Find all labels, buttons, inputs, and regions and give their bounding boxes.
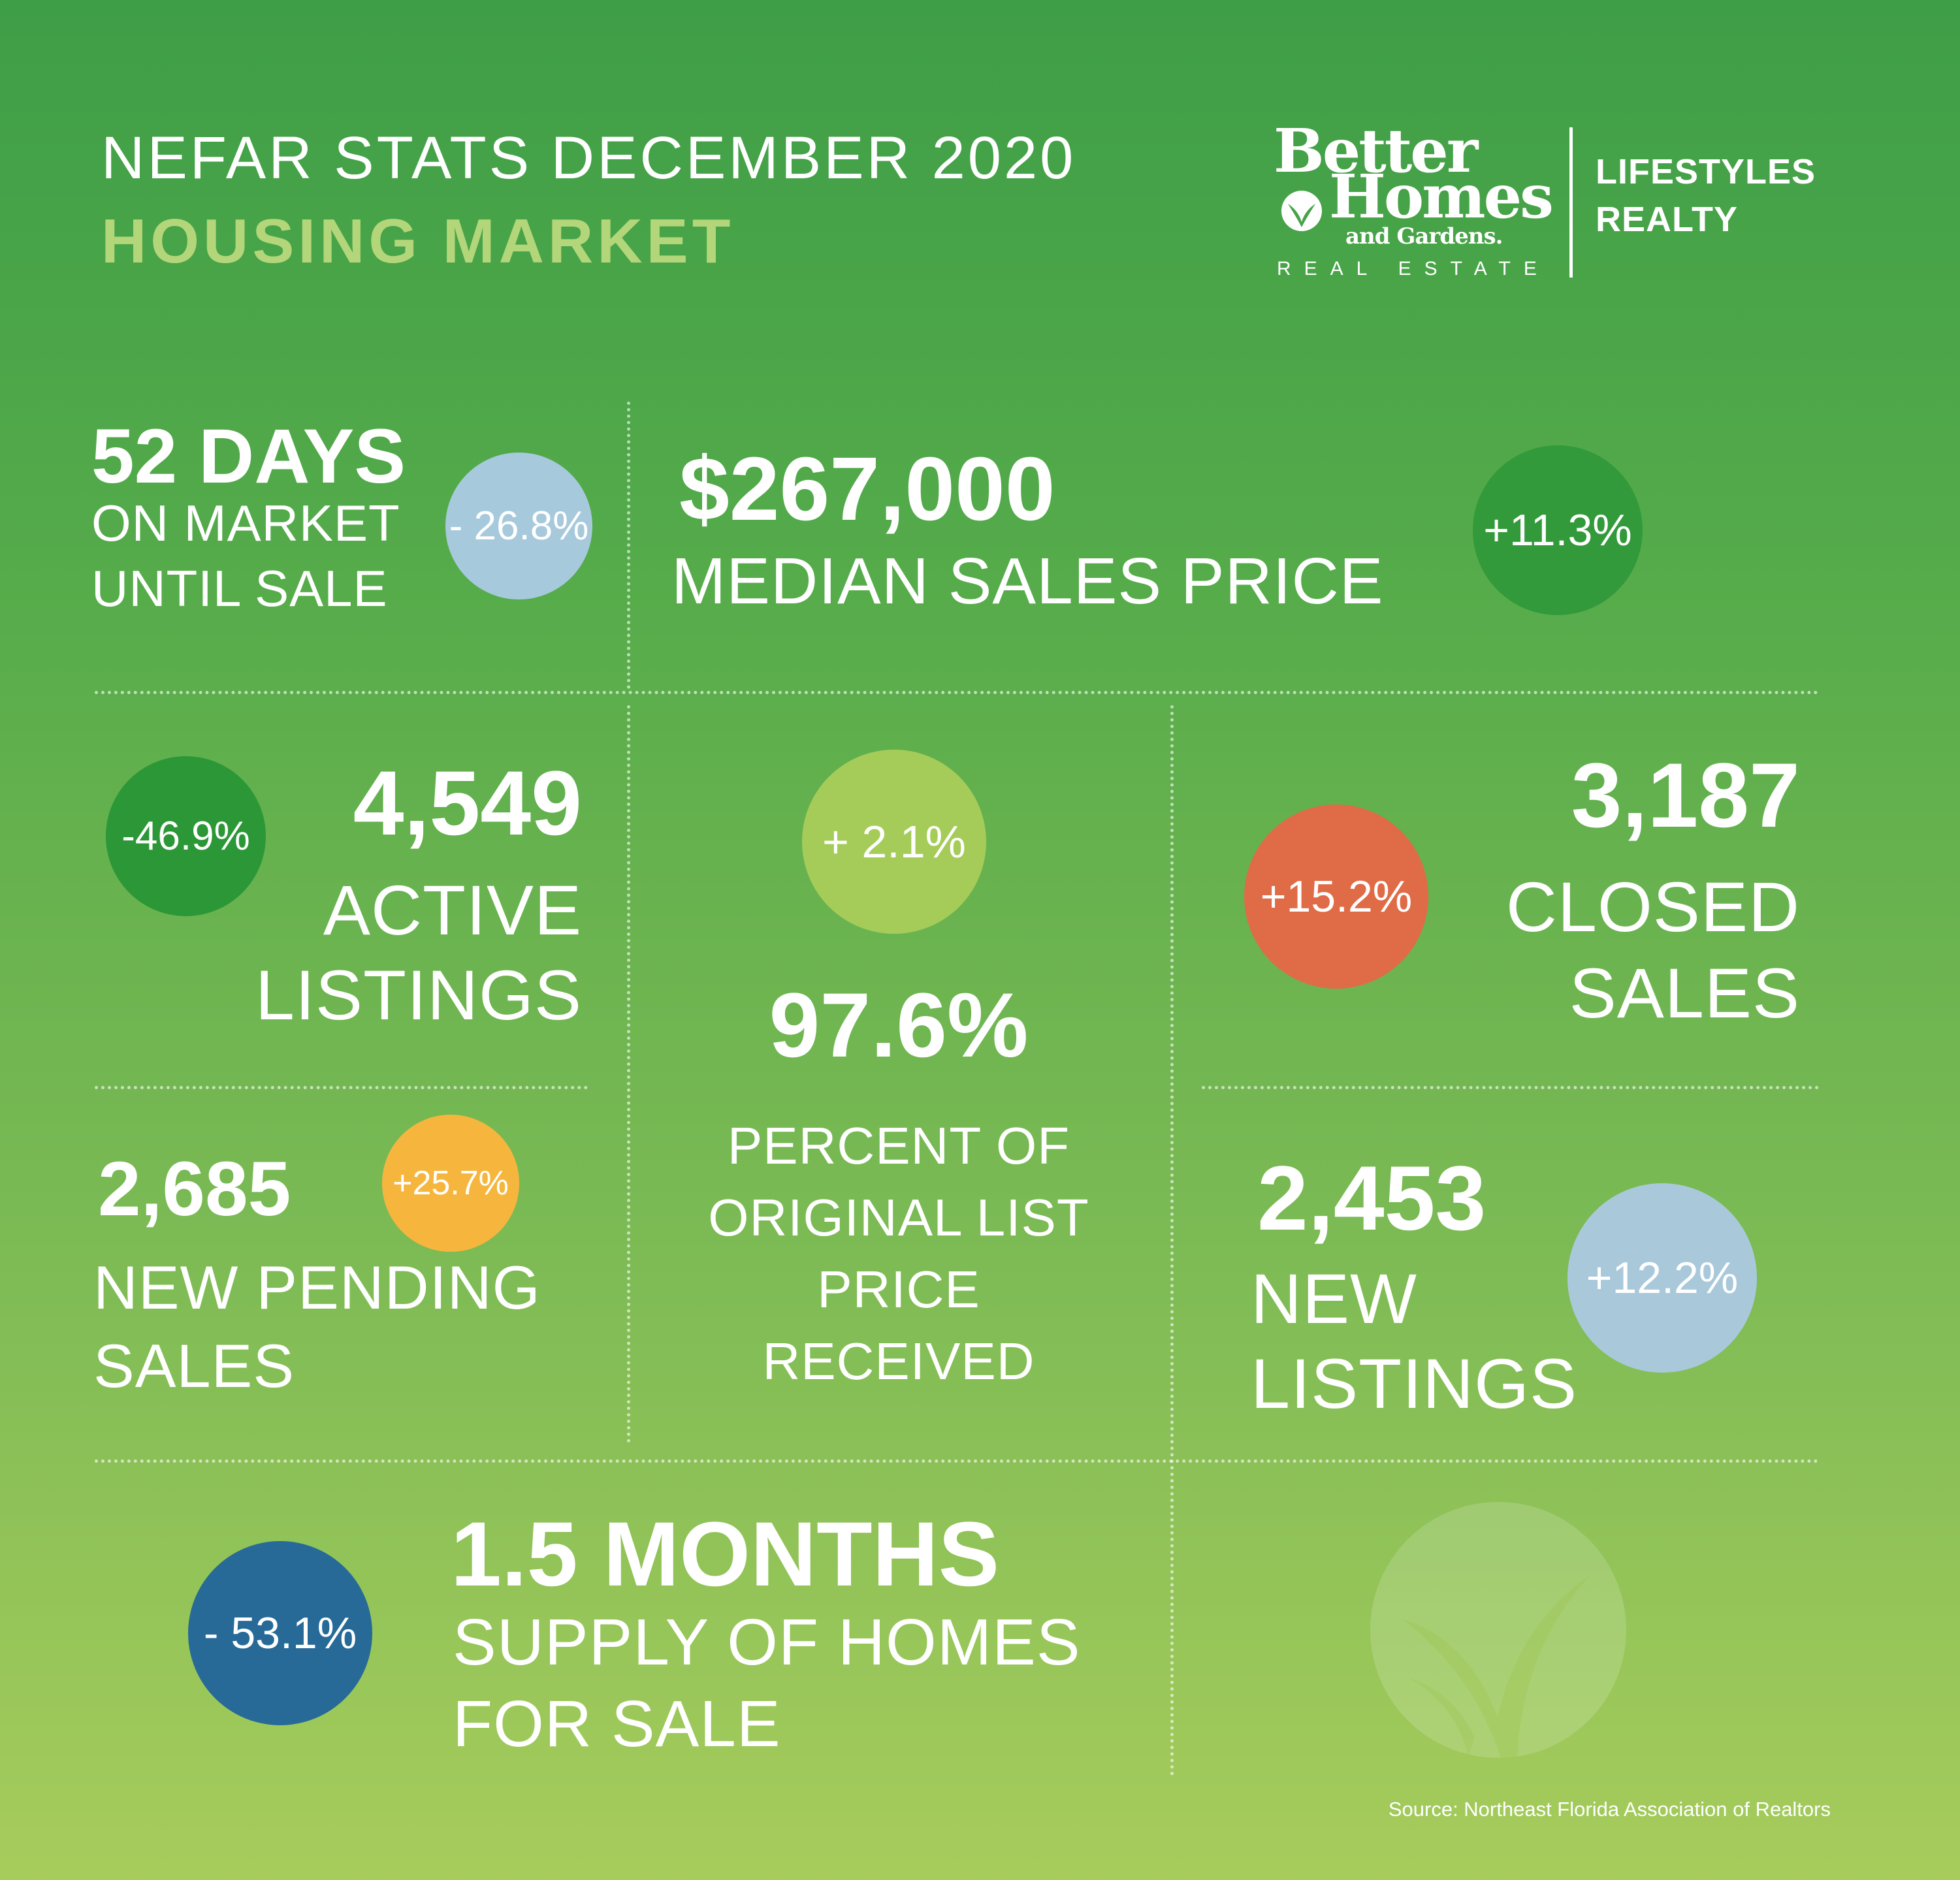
days-on-market-value: 52 DAYS <box>91 413 406 500</box>
divider-vertical-mid-left <box>627 705 630 1443</box>
brand-name-line1: LIFESTYLES <box>1596 152 1816 191</box>
active-listings-value: 4,549 <box>353 752 582 854</box>
new-pending-change-badge: +25.7% <box>382 1115 519 1252</box>
supply-change: - 53.1% <box>203 1608 357 1658</box>
leaf-icon <box>1281 191 1322 231</box>
pct-original-label-1: PERCENT OF <box>727 1117 1070 1175</box>
page-title: NEFAR STATS DECEMBER 2020 <box>101 125 1076 191</box>
active-listings-label-1: ACTIVE <box>323 870 582 949</box>
median-price-label: MEDIAN SALES PRICE <box>671 545 1384 618</box>
divider-horizontal-1 <box>95 691 1819 694</box>
active-listings-label-2: LISTINGS <box>255 955 582 1034</box>
logo-and-gardens-text: and Gardens. <box>1345 223 1503 249</box>
divider-horizontal-2 <box>95 1459 1819 1463</box>
supply-label-2: FOR SALE <box>453 1687 781 1761</box>
median-price-value: $267,000 <box>679 439 1055 539</box>
days-on-market-label-2: UNTIL SALE <box>91 560 388 617</box>
pct-original-label-4: RECEIVED <box>762 1332 1035 1390</box>
closed-sales-label-2: SALES <box>1569 953 1800 1032</box>
pct-original-label-3: PRICE <box>817 1260 980 1318</box>
closed-sales-value: 3,187 <box>1571 744 1800 846</box>
closed-sales-change: +15.2% <box>1260 872 1413 921</box>
watermark-leaf-icon <box>1370 1502 1626 1758</box>
new-listings-label-1: NEW <box>1251 1259 1417 1338</box>
pct-original-change: + 2.1% <box>822 816 966 867</box>
logo-better-text: Better <box>1274 116 1478 186</box>
supply-change-badge: - 53.1% <box>188 1541 372 1725</box>
logo-real-estate-text: REAL ESTATE <box>1277 258 1550 279</box>
pct-original-change-badge: + 2.1% <box>802 750 986 934</box>
new-listings-change: +12.2% <box>1586 1253 1739 1303</box>
divider-vertical-top <box>627 402 630 689</box>
median-price-change-badge: +11.3% <box>1473 445 1643 615</box>
new-pending-change: +25.7% <box>393 1164 509 1202</box>
active-listings-change: -46.9% <box>121 814 250 859</box>
divider-horizontal-right <box>1202 1086 1819 1089</box>
days-on-market-change: - 26.8% <box>449 503 589 549</box>
new-pending-label-1: NEW PENDING <box>93 1253 541 1322</box>
pct-original-label-2: ORIGINAL LIST <box>708 1188 1089 1247</box>
logo-homes-text: Homes <box>1329 161 1554 232</box>
new-pending-value: 2,685 <box>98 1146 291 1232</box>
closed-sales-label-1: CLOSED <box>1505 867 1800 946</box>
source-note: Source: Northeast Florida Association of… <box>1388 1798 1831 1821</box>
closed-sales-change-badge: +15.2% <box>1244 805 1428 989</box>
new-listings-change-badge: +12.2% <box>1567 1183 1757 1373</box>
new-pending-label-2: SALES <box>93 1331 295 1400</box>
logo-divider <box>1569 127 1573 278</box>
divider-vertical-mid-right <box>1170 705 1174 1776</box>
supply-label-1: SUPPLY OF HOMES <box>453 1606 1081 1679</box>
pct-original-value: 97.6% <box>769 974 1029 1076</box>
supply-value: 1.5 MONTHS <box>451 1503 1000 1605</box>
days-on-market-label-1: ON MARKET <box>91 494 400 552</box>
brand-name-line2: REALTY <box>1596 200 1738 239</box>
page-subtitle: HOUSING MARKET <box>101 206 735 276</box>
new-listings-value: 2,453 <box>1257 1147 1486 1249</box>
new-listings-label-2: LISTINGS <box>1251 1344 1578 1423</box>
divider-horizontal-left <box>95 1086 588 1089</box>
active-listings-change-badge: -46.9% <box>106 756 266 916</box>
days-on-market-change-badge: - 26.8% <box>445 453 592 599</box>
median-price-change: +11.3% <box>1483 505 1632 555</box>
